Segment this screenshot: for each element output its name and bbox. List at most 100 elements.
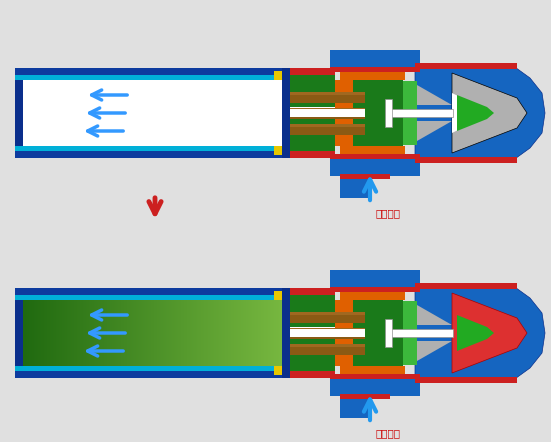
Bar (234, 300, 235, 366)
Bar (200, 300, 201, 366)
Polygon shape (415, 285, 545, 381)
Bar (263, 300, 264, 366)
Bar (196, 300, 197, 366)
Bar (176, 300, 177, 366)
Bar (340, 174, 390, 179)
Bar (58, 300, 59, 366)
Bar (290, 288, 335, 295)
Bar (262, 300, 263, 366)
Bar (87, 300, 88, 366)
Bar (224, 300, 225, 366)
Bar (15, 288, 287, 378)
Bar (155, 300, 156, 366)
Bar (144, 300, 145, 366)
Bar (146, 300, 147, 366)
Bar (28, 300, 29, 366)
Bar (40, 300, 41, 366)
Bar (218, 300, 219, 366)
Bar (340, 290, 405, 300)
Bar (171, 300, 172, 366)
Bar (157, 300, 158, 366)
Bar (95, 300, 96, 366)
Bar (170, 300, 171, 366)
Bar (169, 300, 170, 366)
Bar (151, 300, 152, 366)
Bar (78, 300, 79, 366)
Bar (56, 300, 57, 366)
Bar (145, 300, 146, 366)
Bar (132, 300, 133, 366)
Bar (226, 300, 227, 366)
Bar (163, 300, 164, 366)
Polygon shape (457, 315, 494, 351)
Bar (195, 300, 196, 366)
Bar (388, 109, 453, 117)
Bar (111, 300, 112, 366)
Bar (124, 300, 125, 366)
Bar (63, 300, 64, 366)
Bar (75, 300, 76, 366)
Bar (340, 396, 370, 418)
Bar (168, 300, 169, 366)
Polygon shape (452, 293, 527, 373)
Bar (290, 151, 335, 158)
Text: 压缩空气: 压缩空气 (375, 208, 400, 218)
Bar (98, 300, 99, 366)
Bar (225, 300, 226, 366)
Bar (187, 300, 188, 366)
Polygon shape (457, 95, 494, 131)
Bar (276, 300, 277, 366)
Bar (193, 300, 194, 366)
Bar (60, 300, 61, 366)
Bar (353, 80, 403, 146)
Bar (238, 300, 239, 366)
Bar (117, 300, 118, 366)
Bar (32, 300, 33, 366)
Bar (290, 312, 365, 315)
Bar (152, 300, 153, 366)
Bar (81, 300, 82, 366)
Bar (248, 300, 249, 366)
Bar (23, 300, 24, 366)
Bar (71, 300, 72, 366)
Bar (15, 288, 287, 295)
Bar (139, 300, 140, 366)
Bar (164, 300, 165, 366)
Bar (290, 107, 365, 110)
Bar (252, 300, 253, 366)
Bar (70, 300, 71, 366)
Bar (210, 300, 211, 366)
Bar (192, 300, 193, 366)
Bar (137, 300, 138, 366)
Bar (186, 300, 187, 366)
Bar (79, 300, 80, 366)
Bar (183, 300, 184, 366)
Bar (134, 300, 135, 366)
Bar (229, 300, 230, 366)
Bar (135, 300, 136, 366)
Bar (217, 300, 218, 366)
Bar (136, 300, 137, 366)
Bar (403, 81, 417, 145)
Bar (83, 300, 84, 366)
Bar (330, 67, 420, 72)
Bar (353, 300, 403, 366)
Bar (194, 300, 195, 366)
Bar (24, 300, 25, 366)
Bar (44, 300, 45, 366)
Bar (283, 300, 284, 366)
Bar (265, 300, 266, 366)
Bar (199, 300, 200, 366)
Bar (110, 300, 111, 366)
Bar (212, 300, 213, 366)
Bar (167, 300, 168, 366)
Bar (45, 300, 46, 366)
Bar (274, 71, 283, 80)
Bar (223, 300, 224, 366)
Bar (103, 300, 104, 366)
Bar (68, 300, 69, 366)
Bar (245, 300, 246, 366)
Bar (335, 300, 353, 366)
Bar (209, 300, 210, 366)
Bar (330, 50, 420, 70)
